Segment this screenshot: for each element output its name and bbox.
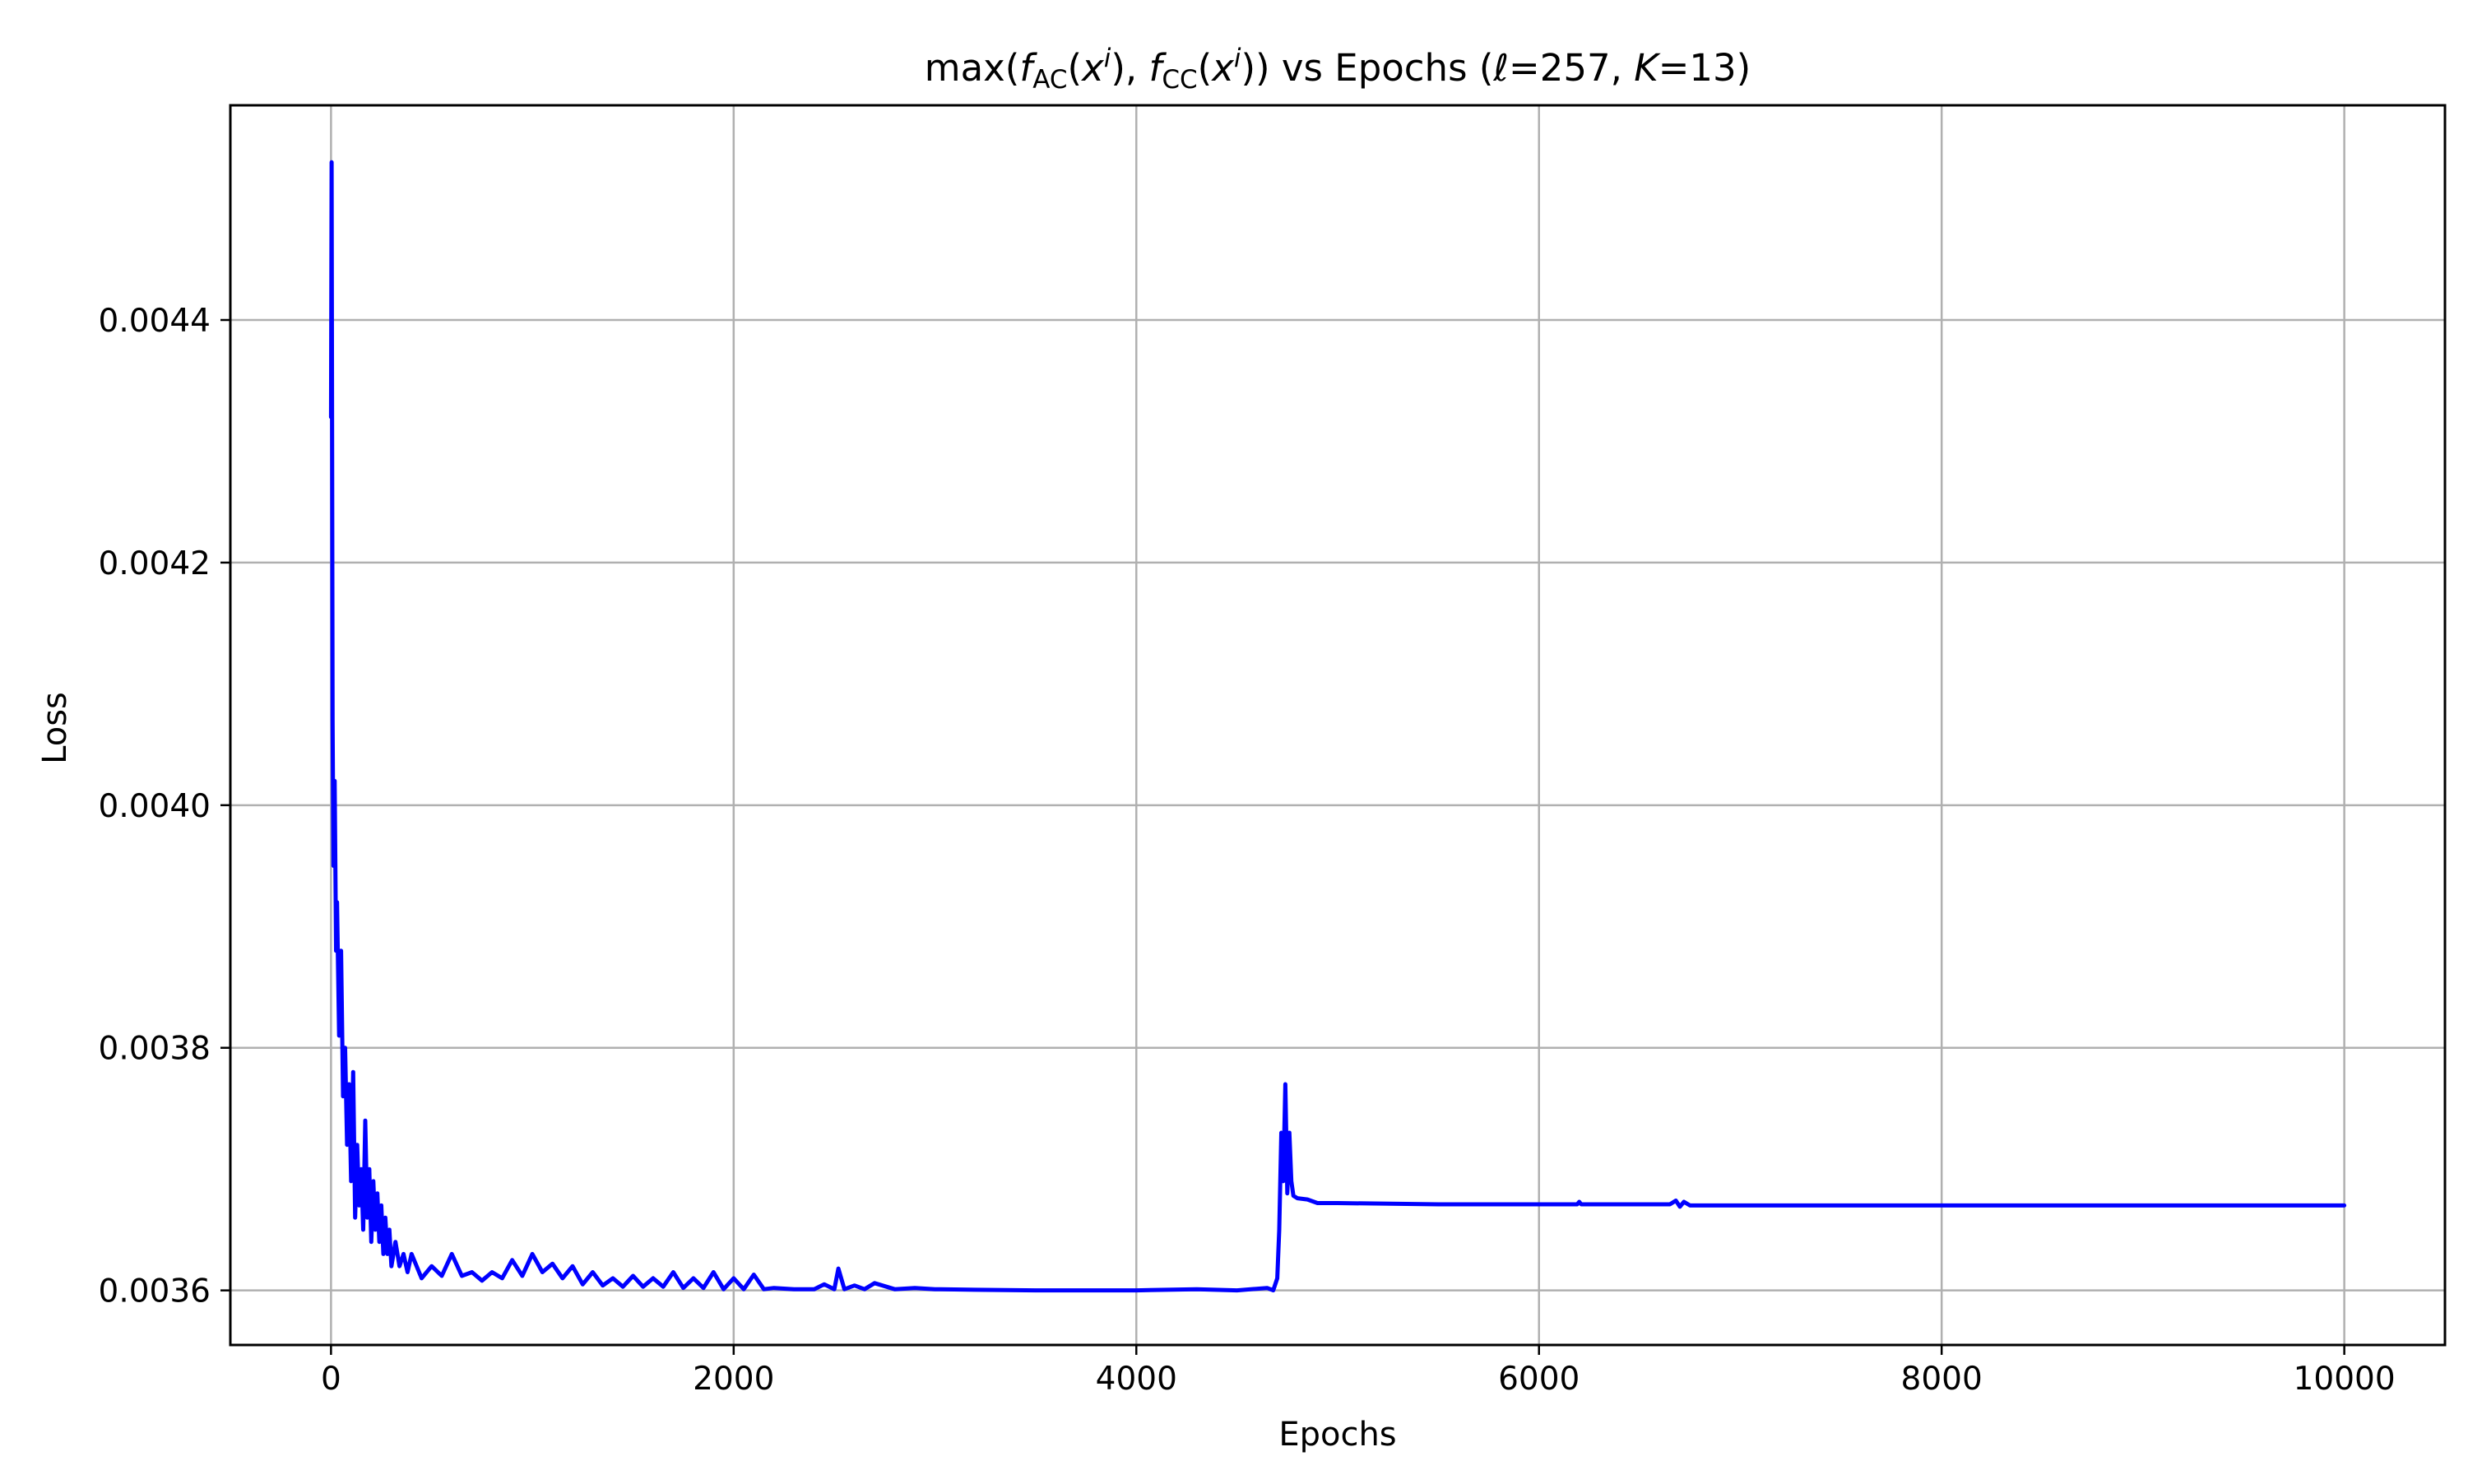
axes-frame — [229, 104, 2447, 1347]
y-tick-label: 0.0036 — [99, 1273, 211, 1310]
x-tick-label: 0 — [321, 1361, 341, 1398]
x-tick-label: 4000 — [1096, 1361, 1177, 1398]
loss-series-line — [328, 160, 2347, 1293]
chart-title: max(fAC(xi), fCC(xi)) vs Epochs (ℓ=257, … — [925, 44, 1751, 95]
title-arg2-sup: i — [1234, 44, 1241, 73]
title-ell-value: =257, — [1509, 46, 1634, 90]
title-k: K — [1634, 46, 1661, 90]
title-f2-sub: CC — [1162, 65, 1197, 95]
title-f1-sub: AC — [1032, 65, 1067, 95]
title-arg1-sup: i — [1104, 44, 1111, 73]
y-tick-label: 0.0038 — [99, 1031, 211, 1068]
y-tick-label: 0.0044 — [99, 303, 211, 340]
x-tick-label: 6000 — [1498, 1361, 1580, 1398]
plot-lines — [328, 160, 2347, 1293]
x-tick-label: 8000 — [1901, 1361, 1983, 1398]
y-axis-label: Loss — [36, 692, 74, 764]
axis-ticks: 0 2000 4000 6000 8000 10000 0.0036 0.0038 0.0040… — [99, 303, 2396, 1398]
title-k-value: =13) — [1658, 46, 1751, 90]
title-arg2-var: x — [1210, 46, 1234, 90]
title-prefix: max( — [925, 46, 1020, 90]
title-arg1-var: x — [1080, 46, 1104, 90]
x-tick-label: 2000 — [693, 1361, 774, 1398]
y-tick-label: 0.0042 — [99, 545, 211, 582]
title-arg1-open: ( — [1068, 46, 1083, 90]
title-arg1-close: ), — [1111, 46, 1148, 90]
grid-lines — [230, 105, 2445, 1345]
x-axis-label: Epochs — [1278, 1416, 1396, 1454]
title-arg2-close: )) vs Epochs ( — [1241, 46, 1493, 90]
y-tick-label: 0.0040 — [99, 788, 211, 825]
title-arg2-open: ( — [1198, 46, 1213, 90]
x-tick-label: 10000 — [2294, 1361, 2396, 1398]
title-ell: ℓ — [1492, 46, 1509, 90]
